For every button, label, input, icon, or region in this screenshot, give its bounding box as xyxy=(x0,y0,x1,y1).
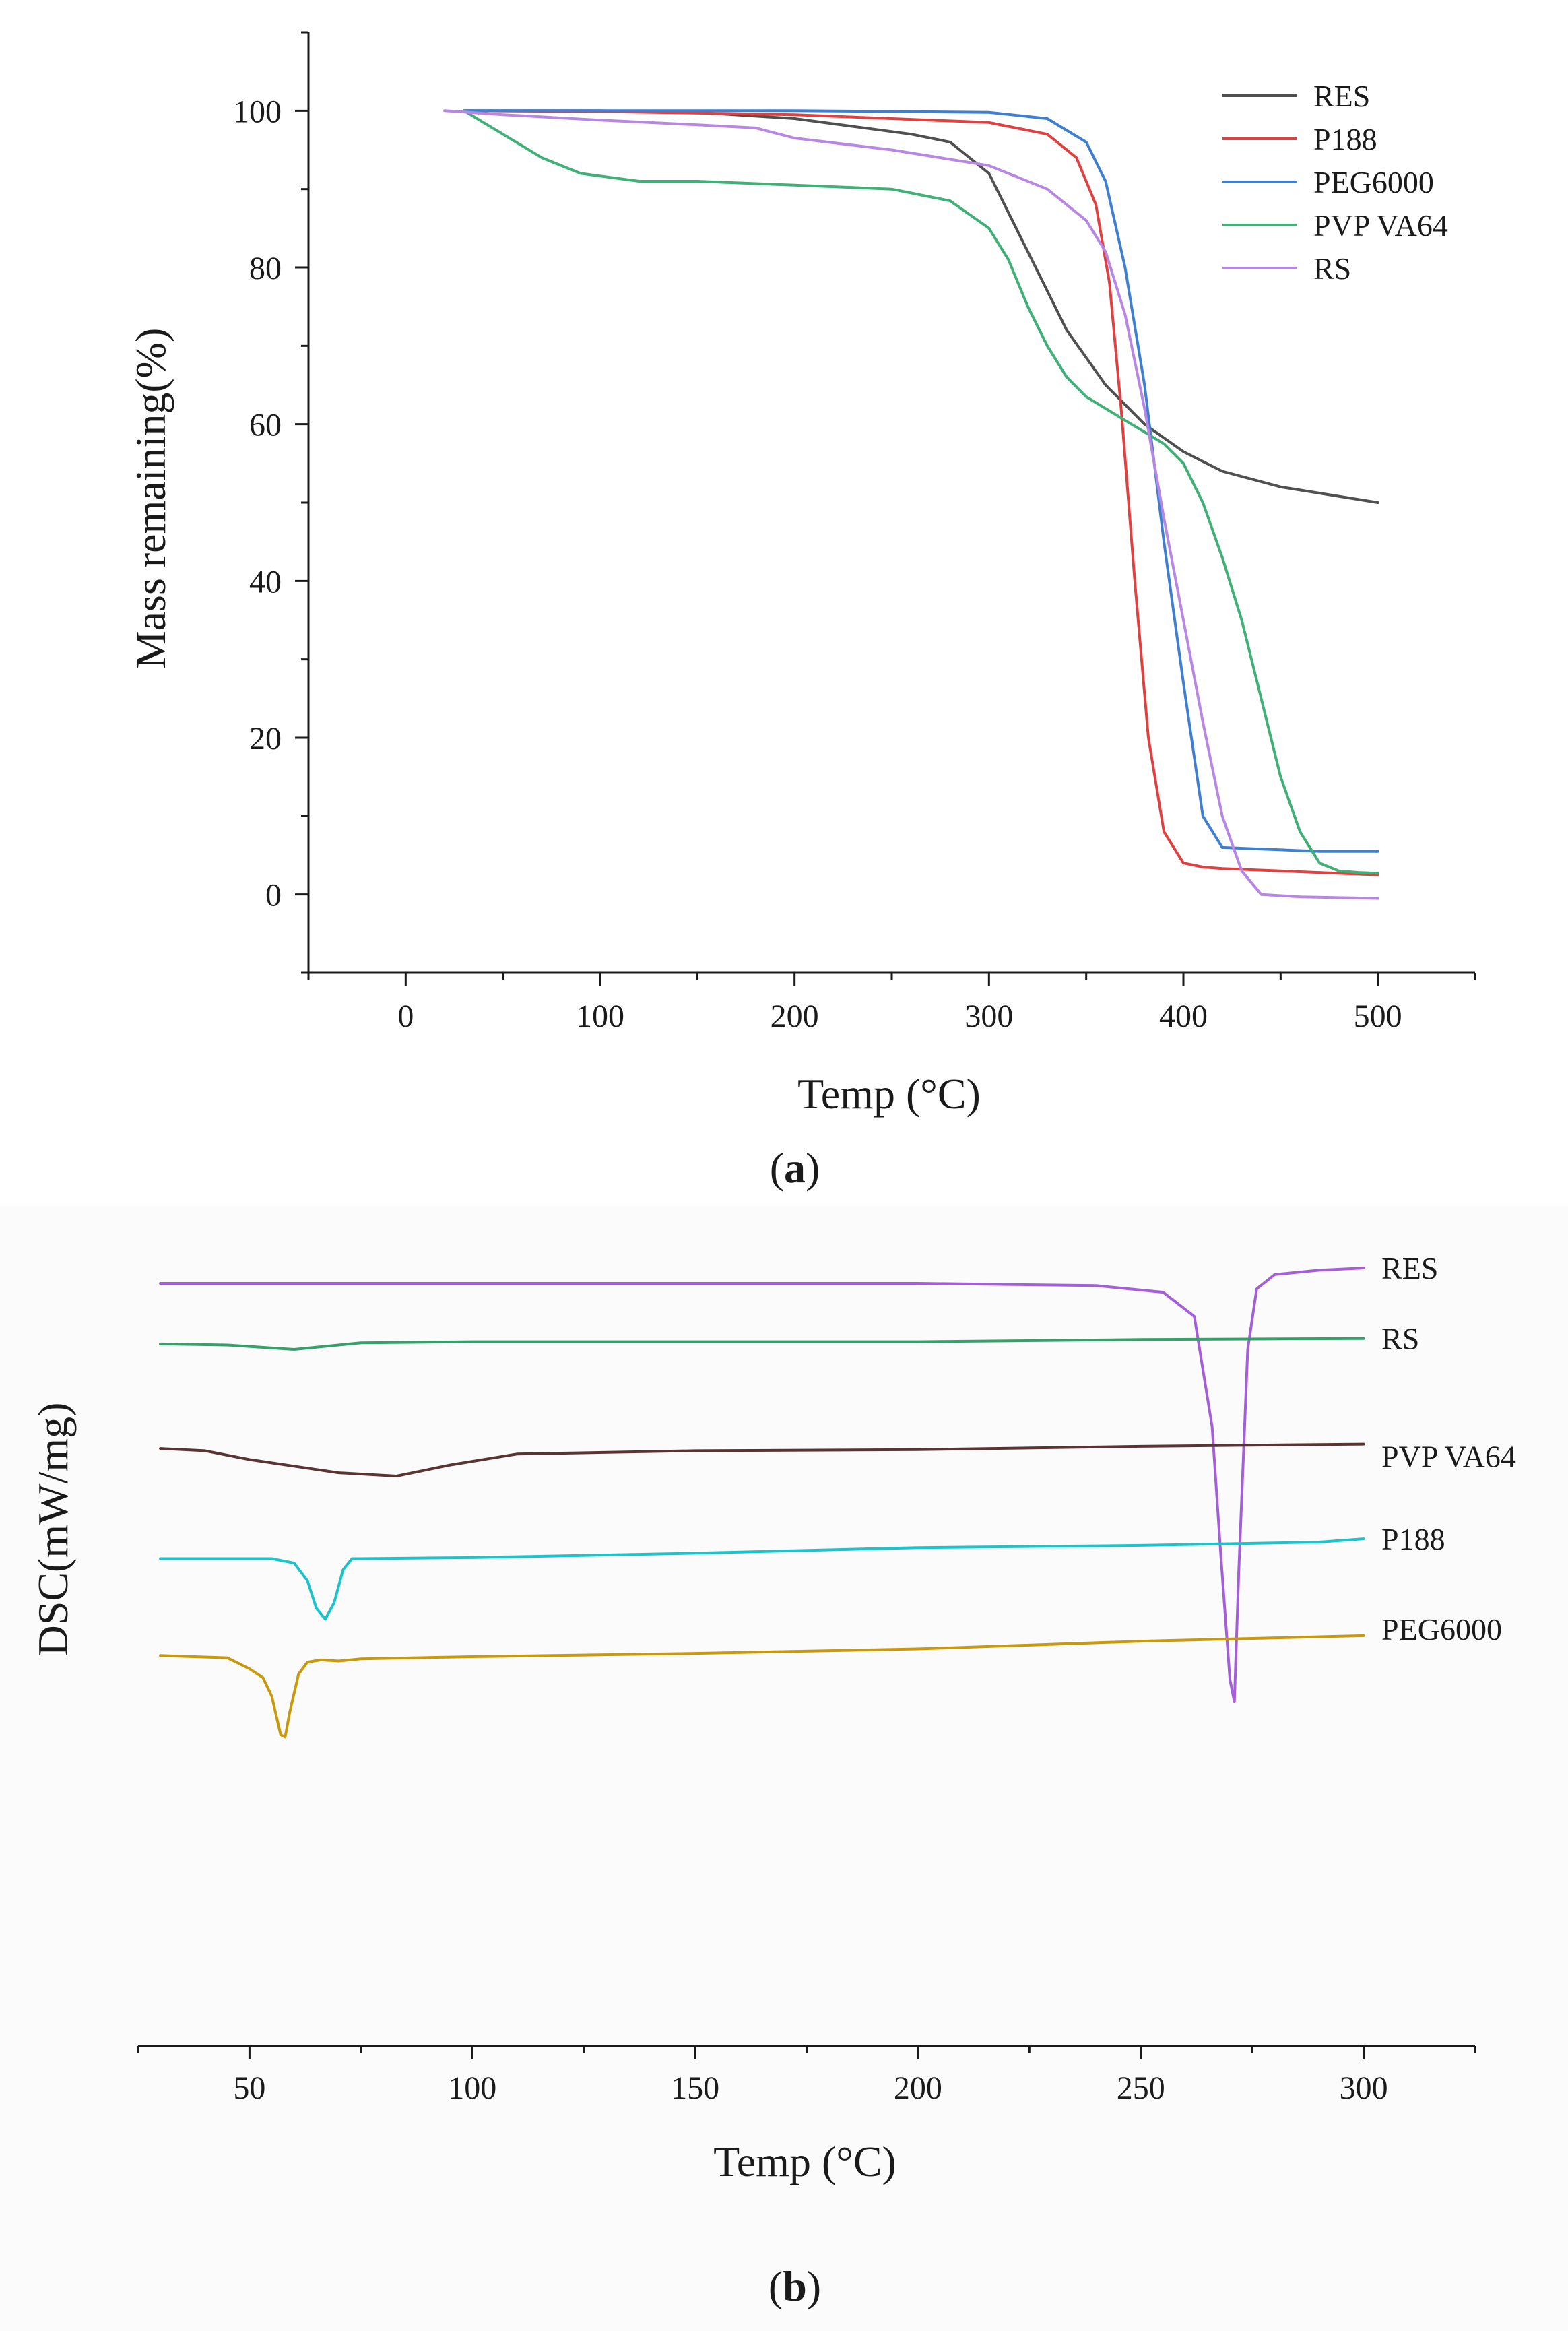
dsc-series-peg6000 xyxy=(159,1634,1365,1739)
dsc-series-pvp-va64 xyxy=(159,1442,1365,1477)
dsc-curve-label-p188: P188 xyxy=(1381,1522,1445,1556)
dsc-chart-background xyxy=(0,1206,1568,2331)
tga-series-rs xyxy=(443,109,1379,900)
tga-y-tick-label: 100 xyxy=(233,94,282,129)
tga-chart: 0 100 200 300 400 500 0 20 40 60 80 100 RES P188 PEG6… xyxy=(127,31,1476,1192)
tga-x-tick-label: 300 xyxy=(965,998,1013,1034)
tga-series-res xyxy=(462,109,1379,504)
dsc-curve-label-peg6000: PEG6000 xyxy=(1381,1612,1502,1647)
tga-y-tick-label: 0 xyxy=(265,878,282,914)
dsc-y-axis-label: DSC(mW/mg) xyxy=(29,1403,77,1657)
legend-label-pvp-va64: PVP VA64 xyxy=(1313,208,1448,243)
dsc-x-tick-label: 150 xyxy=(671,2070,719,2106)
dsc-curve-label-pvp-va64: PVP VA64 xyxy=(1381,1440,1516,1474)
dsc-series-rs xyxy=(159,1337,1365,1351)
dsc-x-tick-label: 300 xyxy=(1340,2070,1388,2106)
dsc-series-group xyxy=(159,1267,1365,1739)
dsc-x-axis-label: Temp (°C) xyxy=(713,2138,896,2185)
dsc-curve-label-res: RES xyxy=(1381,1251,1438,1285)
tga-x-tick-label: 100 xyxy=(576,998,624,1034)
tga-y-tick-label: 80 xyxy=(249,251,282,286)
tga-y-tick-label: 20 xyxy=(249,721,282,757)
legend-label-peg6000: PEG6000 xyxy=(1313,165,1434,199)
panel-b-caption: (b) xyxy=(769,2262,821,2310)
tga-axes: 0 100 200 300 400 500 0 20 40 60 80 100 xyxy=(233,31,1476,1034)
tga-series-p188 xyxy=(462,109,1379,876)
dsc-x-tick-label: 100 xyxy=(448,2070,496,2106)
tga-series-pvp-va64 xyxy=(462,109,1379,875)
dsc-x-tick-label: 200 xyxy=(894,2070,942,2106)
dsc-axes: 50 100 150 200 250 300 xyxy=(137,2045,1476,2106)
panel-b-label: b xyxy=(783,2262,807,2310)
dsc-series-res xyxy=(159,1267,1365,1703)
tga-series-peg6000 xyxy=(462,109,1379,853)
tga-x-tick-label: 200 xyxy=(771,998,819,1034)
dsc-curve-labels: RES RS PVP VA64 P188 PEG6000 xyxy=(1381,1251,1516,1647)
tga-x-tick-label: 400 xyxy=(1159,998,1208,1034)
tga-y-tick-label: 40 xyxy=(249,564,282,600)
dsc-series-p188 xyxy=(159,1537,1365,1621)
panel-a-caption: (a) xyxy=(770,1144,820,1192)
dsc-x-tick-label: 250 xyxy=(1117,2070,1165,2106)
tga-legend: RES P188 PEG6000 PVP VA64 RS xyxy=(1222,79,1448,286)
dsc-x-tick-label: 50 xyxy=(233,2070,265,2106)
tga-x-tick-label: 500 xyxy=(1354,998,1402,1034)
tga-y-axis-label: Mass remaining(%) xyxy=(127,328,174,670)
legend-label-res: RES xyxy=(1313,79,1370,113)
tga-x-axis-label: Temp (°C) xyxy=(797,1070,981,1118)
tga-x-tick-label: 0 xyxy=(397,998,414,1034)
tga-series-group xyxy=(443,109,1379,900)
dsc-curve-label-rs: RS xyxy=(1381,1322,1419,1356)
tga-y-tick-label: 60 xyxy=(249,408,282,443)
legend-label-rs: RS xyxy=(1313,251,1351,286)
legend-label-p188: P188 xyxy=(1313,122,1377,156)
panel-a-label: a xyxy=(784,1144,806,1192)
